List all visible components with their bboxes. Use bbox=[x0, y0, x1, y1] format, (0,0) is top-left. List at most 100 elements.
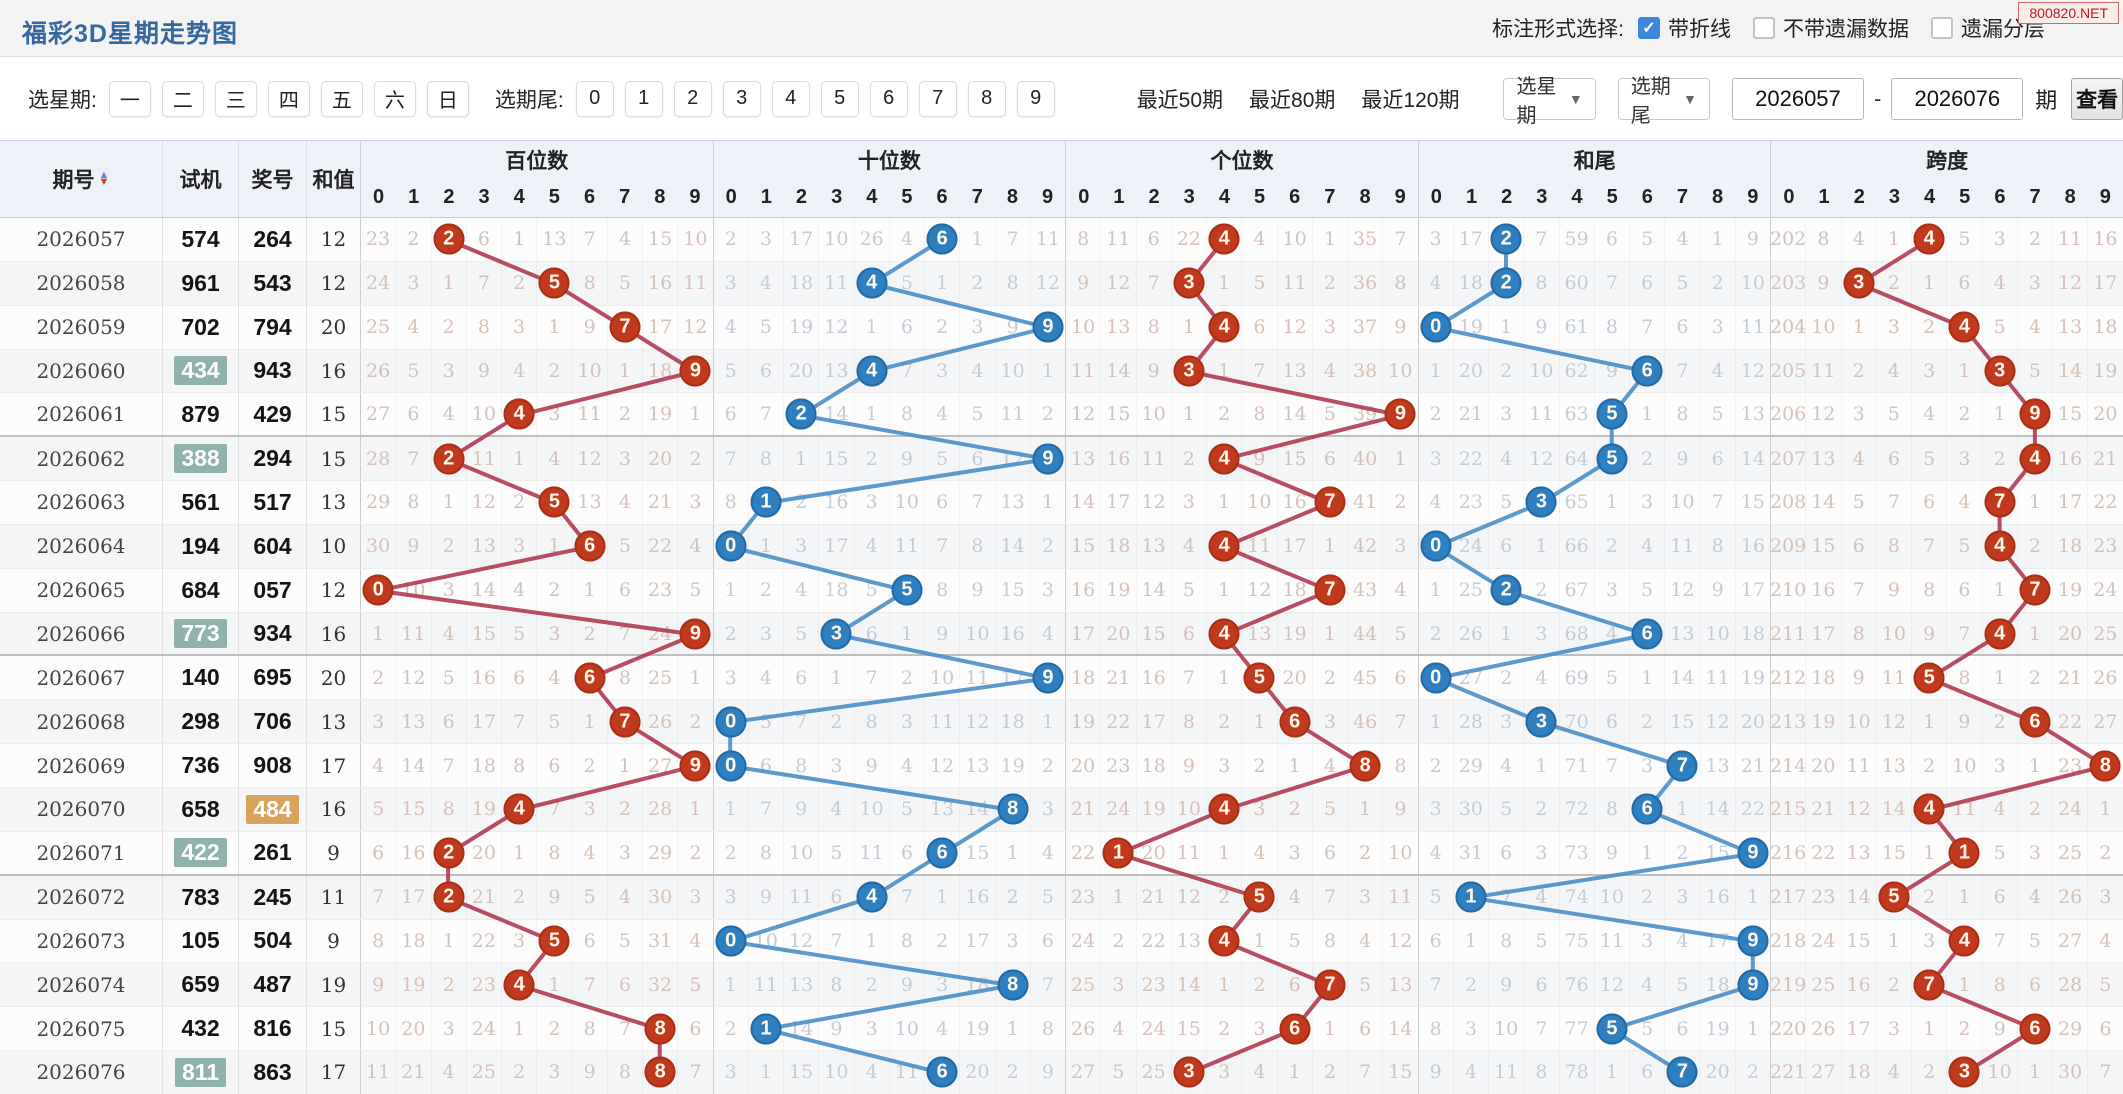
week-button-一[interactable]: 一 bbox=[108, 80, 151, 117]
miss-value: 8 bbox=[1253, 403, 1266, 426]
miss-cell: 6 bbox=[1488, 832, 1523, 874]
miss-value: 12 bbox=[824, 316, 849, 339]
week-button-三[interactable]: 三 bbox=[214, 80, 257, 117]
recent-link-1[interactable]: 最近80期 bbox=[1249, 88, 1336, 112]
miss-cell: 25 bbox=[1805, 963, 1840, 1006]
recent-link-0[interactable]: 最近50期 bbox=[1136, 88, 1224, 112]
miss-value: 1 bbox=[865, 316, 878, 339]
week-button-六[interactable]: 六 bbox=[373, 80, 416, 117]
miss-cell: 25 bbox=[360, 305, 395, 349]
miss-value: 1 bbox=[1394, 447, 1407, 470]
column-header-label: 期号 bbox=[52, 169, 95, 192]
miss-value: 22 bbox=[1811, 841, 1836, 864]
miss-cell: 7 bbox=[501, 700, 536, 743]
recent-link-2[interactable]: 最近120期 bbox=[1361, 88, 1460, 112]
tail-select-dropdown[interactable]: 选期尾 ▼ bbox=[1617, 76, 1710, 127]
miss-cell: 1 bbox=[1594, 1051, 1629, 1094]
sum-cell: 16 bbox=[306, 612, 360, 655]
miss-value: 19 bbox=[789, 316, 814, 339]
miss-cell: 1 bbox=[712, 568, 748, 612]
tail-button-1[interactable]: 1 bbox=[624, 80, 663, 117]
miss-value: 8 bbox=[724, 491, 737, 514]
week-button-五[interactable]: 五 bbox=[320, 80, 363, 117]
miss-cell: 11 bbox=[466, 437, 501, 480]
tail-button-2[interactable]: 2 bbox=[673, 80, 712, 117]
miss-cell: 3 bbox=[1700, 306, 1735, 349]
miss-value: 7 bbox=[548, 798, 561, 821]
tail-button-5[interactable]: 5 bbox=[820, 80, 859, 117]
miss-value: 6 bbox=[372, 841, 385, 864]
miss-cell: 2 bbox=[1030, 393, 1065, 435]
miss-value: 2 bbox=[442, 316, 455, 339]
miss-cell: 2 bbox=[1523, 569, 1558, 612]
miss-cell: 6 bbox=[1629, 613, 1664, 655]
miss-cell: 12 bbox=[1277, 306, 1312, 349]
miss-value: 23 bbox=[2093, 535, 2118, 558]
miss-cell: 18 bbox=[1700, 963, 1735, 1006]
tail-button-3[interactable]: 3 bbox=[722, 80, 761, 117]
checkbox-unchecked-icon[interactable] bbox=[1753, 17, 1775, 39]
miss-value: 13 bbox=[1388, 973, 1413, 996]
miss-cell: 3 bbox=[1206, 1051, 1241, 1094]
miss-cell: 12 bbox=[1171, 876, 1206, 919]
hit-circle: 4 bbox=[856, 355, 888, 387]
view-button[interactable]: 查看 bbox=[2071, 77, 2123, 120]
miss-value: 24 bbox=[648, 622, 673, 645]
miss-cell: 6 bbox=[924, 1051, 959, 1094]
miss-cell: 13 bbox=[1065, 437, 1100, 481]
checkbox-unchecked-icon[interactable] bbox=[1931, 17, 1953, 39]
tail-button-8[interactable]: 8 bbox=[967, 80, 1006, 117]
week-button-日[interactable]: 日 bbox=[426, 80, 469, 117]
miss-cell: 12 bbox=[1700, 700, 1735, 743]
miss-value: 27 bbox=[1071, 1061, 1096, 1084]
award-cell-value: 706 bbox=[253, 708, 292, 735]
annotation-option-1[interactable]: 不带遗漏数据 bbox=[1753, 13, 1909, 43]
miss-value: 29 bbox=[648, 841, 673, 864]
miss-cell: 8 bbox=[995, 262, 1030, 305]
miss-value: 7 bbox=[1676, 359, 1689, 382]
sort-arrows-icon[interactable]: ▲ ▼ bbox=[98, 169, 110, 188]
miss-value: 4 bbox=[1041, 841, 1054, 864]
miss-value: 9 bbox=[1887, 579, 1900, 602]
miss-cell: 23 bbox=[2087, 525, 2122, 568]
award-cell-value: 604 bbox=[253, 532, 292, 559]
miss-value: 3 bbox=[1323, 316, 1336, 339]
week-button-二[interactable]: 二 bbox=[161, 80, 204, 117]
award-cell: 245 bbox=[238, 875, 306, 919]
tail-button-0[interactable]: 0 bbox=[575, 80, 614, 117]
miss-cell: 11 bbox=[1735, 306, 1770, 349]
tail-select-value: 选期尾 bbox=[1630, 75, 1671, 127]
sum-cell-value: 13 bbox=[320, 490, 347, 515]
tail-button-7[interactable]: 7 bbox=[918, 80, 957, 117]
week-select-dropdown[interactable]: 选星期 ▼ bbox=[1503, 76, 1596, 127]
tail-button-6[interactable]: 6 bbox=[869, 80, 908, 117]
miss-value: 2 bbox=[724, 1017, 737, 1040]
tail-button-9[interactable]: 9 bbox=[1016, 80, 1055, 117]
week-button-四[interactable]: 四 bbox=[267, 80, 310, 117]
miss-value: 1 bbox=[1041, 491, 1054, 514]
miss-cell: 21 bbox=[1805, 788, 1840, 831]
miss-value: 9 bbox=[1041, 1061, 1054, 1084]
column-header-期号[interactable]: 期号 ▲ ▼ bbox=[0, 141, 162, 217]
sum-cell: 15 bbox=[306, 393, 360, 436]
miss-value: 3 bbox=[936, 973, 949, 996]
tail-button-4[interactable]: 4 bbox=[771, 80, 810, 117]
hit-circle: 5 bbox=[1596, 443, 1628, 475]
miss-value: 5 bbox=[513, 622, 526, 645]
miss-cell: 5 bbox=[1982, 832, 2017, 874]
miss-cell: 1 bbox=[1946, 876, 1981, 919]
hit-circle: 3 bbox=[1173, 267, 1205, 299]
miss-cell: 5 bbox=[1841, 481, 1876, 524]
range-to-input[interactable] bbox=[1891, 77, 2024, 120]
miss-cell: 1 bbox=[501, 1007, 536, 1050]
miss-cell: 1 bbox=[1277, 1051, 1312, 1094]
range-from-input[interactable] bbox=[1731, 77, 1864, 120]
miss-cell: 20 bbox=[1277, 656, 1312, 699]
miss-value: 10 bbox=[1987, 1061, 2012, 1084]
hit-circle: 8 bbox=[2089, 750, 2121, 782]
miss-value: 13 bbox=[401, 710, 426, 733]
miss-cell: 12 bbox=[1805, 393, 1840, 435]
annotation-option-0[interactable]: ✓ 带折线 bbox=[1638, 13, 1731, 43]
miss-value: 14 bbox=[1881, 798, 1906, 821]
checkbox-checked-icon[interactable]: ✓ bbox=[1638, 17, 1660, 39]
